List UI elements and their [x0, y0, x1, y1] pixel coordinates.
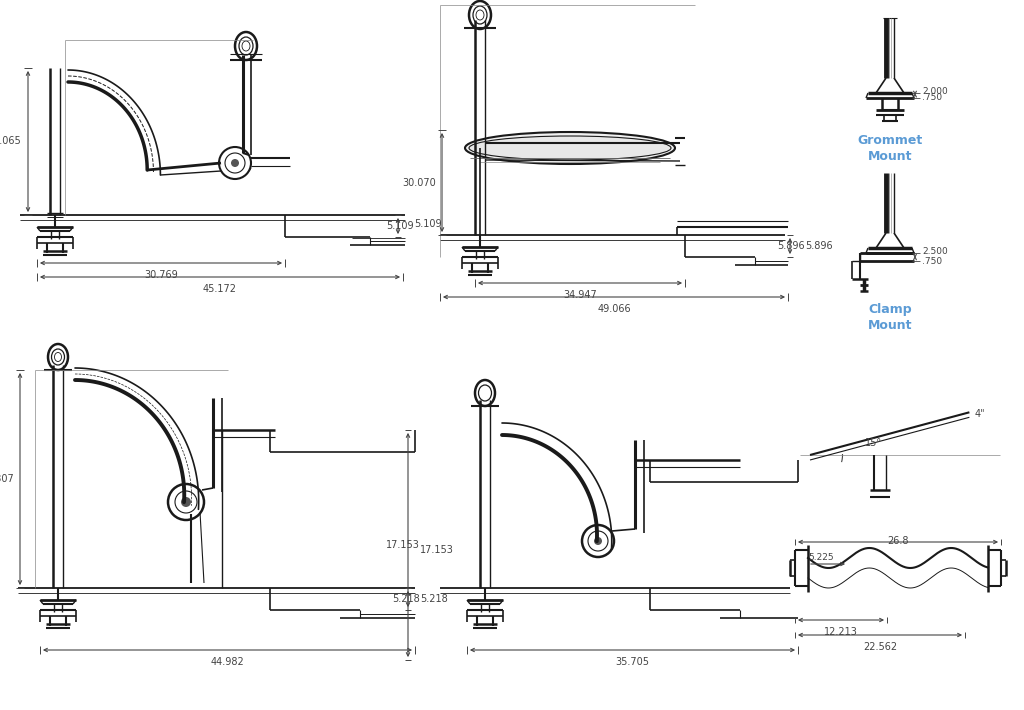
- Text: 44.982: 44.982: [211, 657, 245, 667]
- Text: 5.225: 5.225: [808, 553, 834, 562]
- Text: Grommet
Mount: Grommet Mount: [857, 134, 923, 163]
- Text: 30.769: 30.769: [144, 270, 178, 280]
- Text: 5.109: 5.109: [386, 221, 414, 231]
- Text: 30.070: 30.070: [402, 178, 436, 187]
- Text: 5.896: 5.896: [777, 241, 805, 251]
- Text: 41.307: 41.307: [0, 474, 14, 484]
- Text: Clamp
Mount: Clamp Mount: [867, 303, 912, 332]
- Text: 2.500: 2.500: [922, 246, 948, 256]
- Text: 17.153: 17.153: [420, 545, 454, 555]
- Text: 12.213: 12.213: [824, 627, 858, 637]
- Text: 5.218: 5.218: [392, 594, 420, 604]
- Text: .750: .750: [922, 256, 942, 266]
- Text: 5.218: 5.218: [420, 594, 447, 604]
- Text: 45.172: 45.172: [203, 284, 237, 294]
- Text: .750: .750: [922, 94, 942, 102]
- Text: 4": 4": [975, 409, 985, 420]
- Circle shape: [594, 537, 602, 545]
- Text: 15°: 15°: [865, 438, 882, 448]
- Text: 22.562: 22.562: [863, 642, 897, 652]
- Text: 49.066: 49.066: [597, 304, 631, 314]
- Text: 5.896: 5.896: [805, 241, 833, 251]
- Circle shape: [181, 497, 191, 507]
- Text: 5.109: 5.109: [414, 219, 441, 229]
- Text: 2.000: 2.000: [922, 87, 948, 96]
- Text: 34.947: 34.947: [563, 290, 597, 300]
- Ellipse shape: [469, 136, 671, 160]
- Text: 19.065: 19.065: [0, 136, 22, 146]
- Circle shape: [231, 159, 239, 167]
- Text: 35.705: 35.705: [615, 657, 649, 667]
- Text: 17.153: 17.153: [386, 540, 420, 550]
- Text: 26.8: 26.8: [887, 536, 908, 546]
- Ellipse shape: [465, 132, 675, 164]
